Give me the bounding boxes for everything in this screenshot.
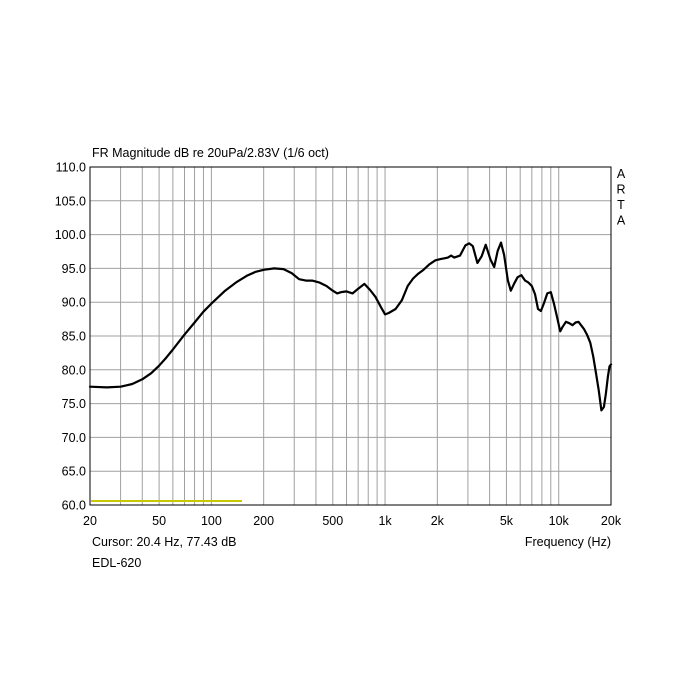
x-tick-label: 20 — [83, 514, 97, 528]
device-label: EDL-620 — [92, 556, 141, 570]
plot-frame — [89, 166, 612, 506]
y-tick-label: 60.0 — [62, 499, 86, 513]
x-tick-label: 1k — [378, 514, 392, 528]
y-tick-label: 70.0 — [62, 431, 86, 445]
y-tick-label: 100.0 — [55, 228, 86, 242]
watermark-letter: R — [616, 183, 625, 197]
x-tick-label: 200 — [253, 514, 274, 528]
x-tick-label: 500 — [322, 514, 343, 528]
series-line — [88, 241, 613, 412]
x-tick-label: 2k — [431, 514, 445, 528]
y-tick-label: 110.0 — [56, 161, 86, 175]
x-tick-labels: 20 50 100 200 500 1k 2k 5k 10k 20k — [83, 514, 622, 528]
watermark-letter: A — [617, 214, 626, 228]
x-axis-label: Frequency (Hz) — [525, 535, 611, 549]
response-curve — [88, 241, 613, 412]
x-tick-label: 100 — [201, 514, 222, 528]
x-tick-label: 20k — [601, 514, 622, 528]
x-tick-label: 5k — [500, 514, 514, 528]
y-tick-label: 65.0 — [62, 465, 86, 479]
y-tick-label: 85.0 — [62, 330, 86, 344]
y-tick-label: 75.0 — [62, 397, 86, 411]
y-tick-label: 105.0 — [55, 194, 86, 208]
watermark-letter: T — [617, 198, 625, 212]
y-tick-label: 90.0 — [62, 296, 86, 310]
x-tick-label: 10k — [549, 514, 570, 528]
y-tick-labels: 60.0 65.0 70.0 75.0 80.0 85.0 90.0 95.0 100.0 105… — [55, 161, 86, 513]
y-tick-label: 95.0 — [62, 262, 86, 276]
y-tick-label: 80.0 — [62, 363, 86, 377]
watermark-letter: A — [617, 167, 626, 181]
chart-title: FR Magnitude dB re 20uPa/2.83V (1/6 oct) — [92, 146, 329, 160]
cursor-readout: Cursor: 20.4 Hz, 77.43 dB — [92, 535, 237, 549]
x-tick-label: 50 — [152, 514, 166, 528]
